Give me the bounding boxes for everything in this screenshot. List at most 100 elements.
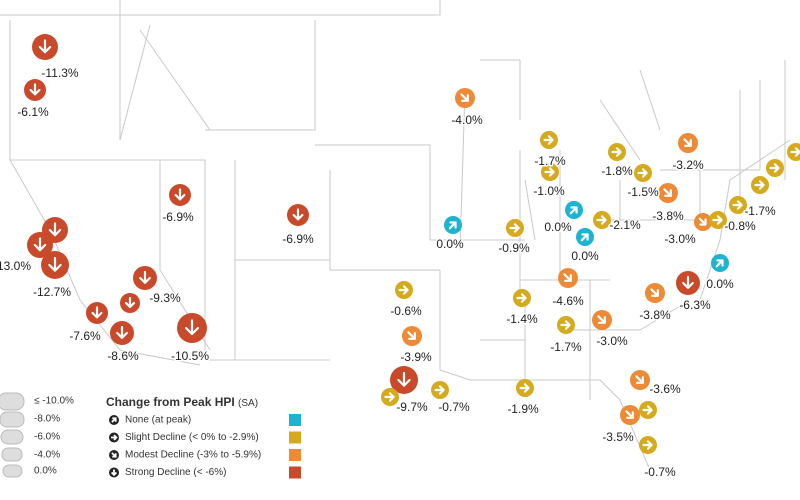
- city-marker: [639, 401, 657, 419]
- marker-arrow: [712, 215, 723, 225]
- city-marker: [540, 131, 558, 149]
- size-legend-label: -8.0%: [34, 414, 60, 425]
- marker-label: -9.7%: [396, 400, 428, 414]
- marker-arrow: [682, 275, 694, 289]
- marker-label: -1.7%: [744, 204, 776, 218]
- marker-label: -0.6%: [390, 304, 422, 318]
- size-swatch: [2, 464, 23, 478]
- city-marker: [593, 211, 611, 229]
- marker-label: -12.7%: [33, 285, 71, 299]
- city-marker: [27, 232, 53, 258]
- marker-arrow: [611, 147, 622, 157]
- city-marker: [766, 159, 784, 177]
- marker-arrow: [516, 293, 527, 303]
- marker-arrow: [715, 259, 724, 268]
- marker-arrow: [597, 315, 606, 324]
- city-marker: [41, 251, 69, 279]
- city-marker: [711, 254, 729, 272]
- marker-arrow: [754, 180, 765, 190]
- city-marker: [455, 88, 475, 108]
- size-swatch: [0, 411, 25, 428]
- marker-arrow: [48, 256, 62, 272]
- city-marker: [751, 176, 769, 194]
- city-marker: [634, 164, 652, 182]
- marker-arrow: [384, 392, 395, 402]
- marker-label: -6.3%: [679, 298, 711, 312]
- marker-arrow: [637, 168, 648, 178]
- marker-label: -3.8%: [652, 209, 684, 223]
- markers: -11.3% -6.1% -6.9% -6.9% 13.0%-12.7% -9.3% -7.…: [0, 34, 800, 481]
- marker-label: -0.9%: [498, 241, 530, 255]
- marker-arrow: [460, 93, 469, 102]
- marker-label: -1.4%: [506, 312, 538, 326]
- legend-swatch: [289, 449, 301, 461]
- marker-label: -6.9%: [282, 232, 314, 246]
- marker-label: -1.7%: [534, 154, 566, 168]
- city-marker: [24, 79, 46, 101]
- marker-arrow: [596, 215, 607, 225]
- legend-title: Change from Peak HPI (SA): [106, 395, 258, 409]
- marker-arrow: [174, 188, 186, 201]
- city-marker: [177, 313, 207, 343]
- legend-item: None (at peak): [109, 414, 301, 426]
- marker-arrow: [683, 138, 692, 147]
- marker-arrow: [642, 405, 653, 415]
- city-marker: [558, 268, 578, 288]
- city-marker: [431, 381, 449, 399]
- marker-arrow: [407, 331, 416, 340]
- legend-label: Strong Decline (< -6%): [125, 467, 226, 478]
- size-swatch: [1, 447, 23, 462]
- legend-swatch: [289, 431, 301, 444]
- marker-label: -1.5%: [627, 185, 659, 199]
- marker-label: -10.5%: [171, 349, 209, 363]
- marker-label: -0.7%: [644, 465, 676, 479]
- marker-label: 0.0%: [544, 220, 572, 234]
- legend-swatch: [289, 466, 301, 479]
- city-marker: [390, 366, 418, 394]
- legend-label: None (at peak): [125, 415, 191, 426]
- marker-arrow: [29, 83, 41, 96]
- marker-label: -1.7%: [550, 340, 582, 354]
- marker-label: -8.6%: [107, 349, 139, 363]
- city-marker: [709, 211, 727, 229]
- marker-label: -4.6%: [552, 294, 584, 308]
- city-marker: [86, 302, 108, 324]
- marker-label: 0.0%: [571, 249, 599, 263]
- marker-arrow: [769, 163, 780, 173]
- marker-arrow: [663, 188, 672, 197]
- city-marker: [541, 163, 559, 181]
- marker-label: -11.3%: [41, 66, 78, 80]
- marker-label: -3.0%: [664, 232, 696, 246]
- city-marker: [658, 183, 678, 203]
- marker-arrow: [580, 233, 589, 242]
- marker-arrow: [569, 206, 578, 215]
- marker-arrow: [48, 222, 62, 237]
- city-marker: [32, 34, 58, 60]
- marker-label: -3.8%: [639, 308, 671, 322]
- legend: Change from Peak HPI (SA) None (at peak)…: [106, 395, 301, 479]
- legend-icon-arrow: [111, 452, 117, 458]
- legend-icon-arrow: [111, 417, 117, 423]
- city-marker: [506, 219, 524, 237]
- city-marker: [381, 388, 399, 406]
- city-marker: [592, 310, 612, 330]
- marker-label: -1.9%: [507, 402, 539, 416]
- city-marker: [287, 204, 309, 226]
- marker-arrow: [398, 285, 409, 295]
- city-marker: [444, 216, 462, 234]
- size-swatch: [0, 392, 25, 411]
- city-marker: [729, 196, 747, 214]
- marker-label: -1.8%: [601, 164, 633, 178]
- legend-icon-arrow: [110, 469, 118, 477]
- city-marker: [620, 405, 640, 425]
- size-swatch: [0, 429, 24, 445]
- marker-label: -3.2%: [672, 158, 704, 172]
- marker-label: -3.6%: [649, 382, 681, 396]
- city-marker: [787, 143, 800, 161]
- marker-arrow: [732, 200, 743, 210]
- marker-arrow: [91, 306, 103, 319]
- marker-arrow: [184, 319, 200, 336]
- marker-arrow: [292, 208, 304, 221]
- marker-arrow: [116, 325, 128, 339]
